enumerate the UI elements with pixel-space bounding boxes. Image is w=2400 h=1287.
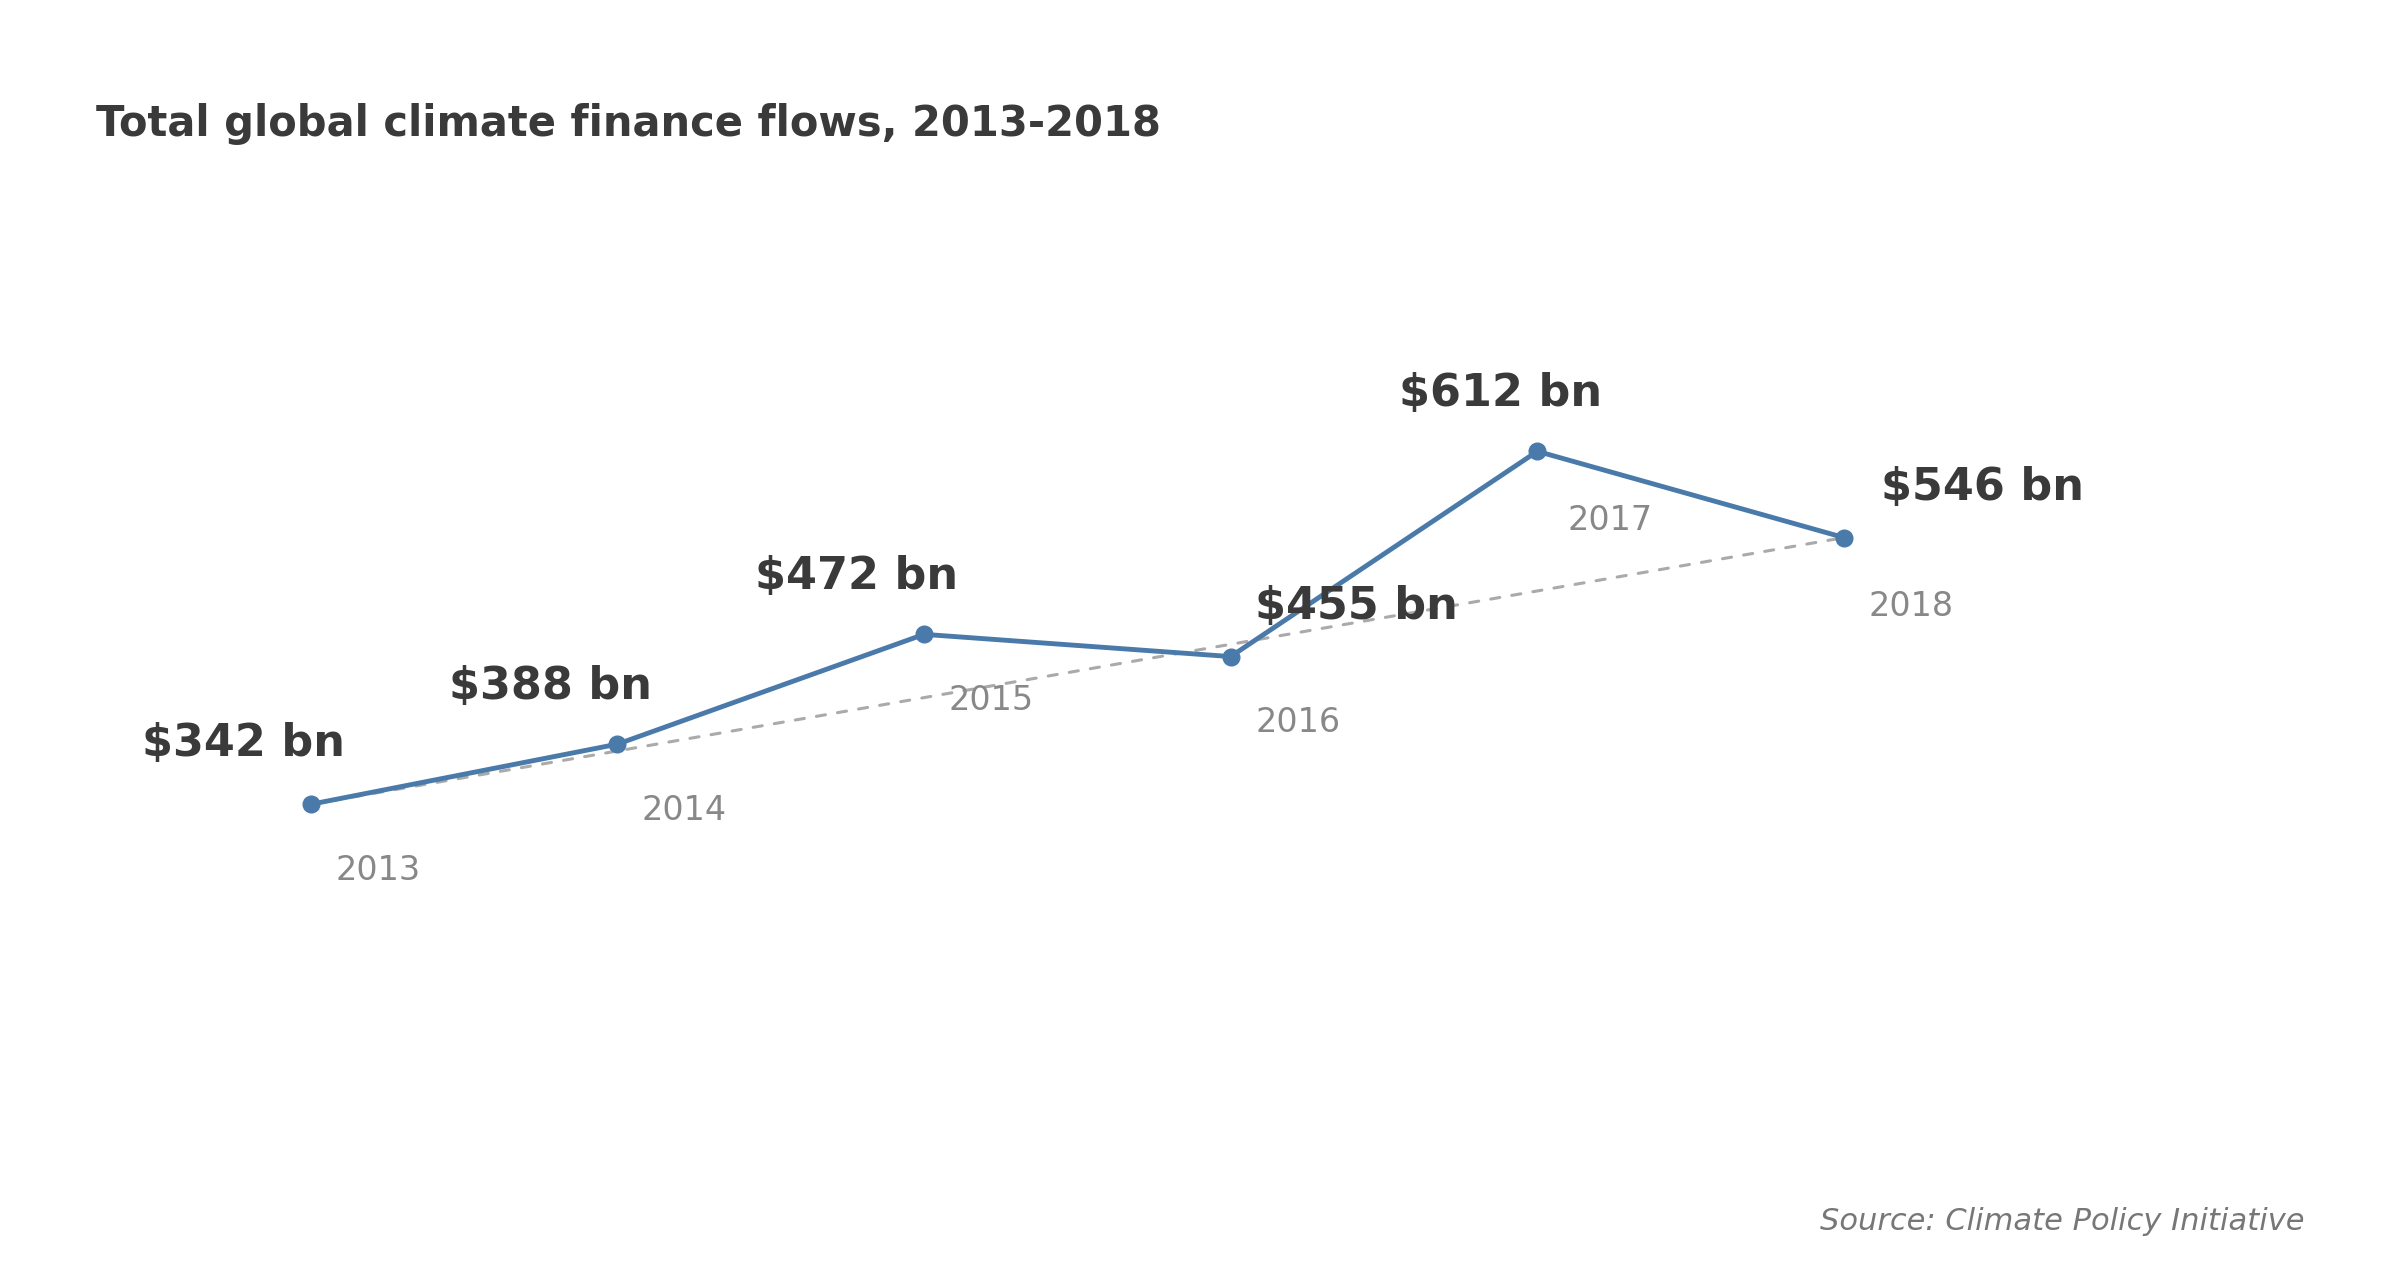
- Text: Source: Climate Policy Initiative: Source: Climate Policy Initiative: [1819, 1206, 2304, 1236]
- Text: $455 bn: $455 bn: [1255, 584, 1459, 628]
- Text: $546 bn: $546 bn: [1882, 466, 2083, 508]
- Text: $612 bn: $612 bn: [1399, 372, 1603, 414]
- Text: Total global climate finance flows, 2013-2018: Total global climate finance flows, 2013…: [96, 103, 1162, 145]
- Text: 2014: 2014: [641, 794, 727, 826]
- Text: $342 bn: $342 bn: [142, 722, 346, 764]
- Text: $472 bn: $472 bn: [756, 555, 958, 597]
- Text: 2017: 2017: [1567, 503, 1654, 537]
- Text: $388 bn: $388 bn: [449, 664, 653, 708]
- Text: 2016: 2016: [1255, 707, 1339, 739]
- Text: 2013: 2013: [336, 855, 420, 887]
- Text: 2018: 2018: [1870, 589, 1954, 623]
- Text: 2015: 2015: [948, 683, 1034, 717]
